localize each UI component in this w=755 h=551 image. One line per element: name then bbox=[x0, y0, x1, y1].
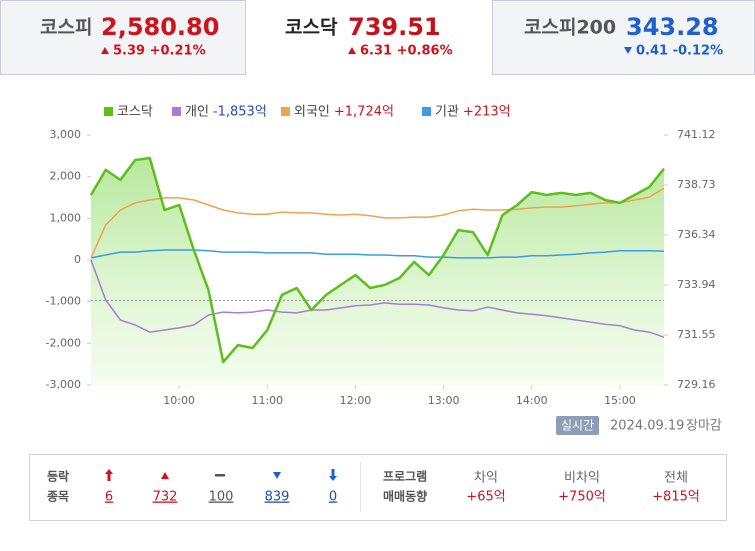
legend-value: +1,724억 bbox=[334, 105, 394, 120]
tab-value: 739.51 bbox=[348, 13, 441, 41]
tab-change: 0.41 -0.12% bbox=[636, 44, 723, 59]
y-tick-label: -1,000 bbox=[46, 295, 81, 308]
tab-change: 6.31 +0.86% bbox=[360, 44, 453, 59]
x-tick-label: 14:00 bbox=[516, 394, 548, 407]
y2-tick-label: 733.94 bbox=[677, 278, 716, 291]
limit-down-icon bbox=[329, 469, 337, 481]
breadth-values: 6 732 100 839 0 bbox=[105, 490, 337, 505]
tab-bg-active[interactable] bbox=[245, 0, 493, 75]
y-tick-label: -2,000 bbox=[46, 336, 81, 349]
summary-box bbox=[29, 454, 727, 521]
program-label: 프로그램 bbox=[383, 469, 427, 484]
tab-value: 2,580.80 bbox=[101, 13, 219, 41]
y2-tick-label: 729.16 bbox=[677, 378, 716, 391]
program-value: +65억 bbox=[466, 490, 505, 505]
line bbox=[90, 259, 665, 338]
breadth-value: 100 bbox=[209, 490, 234, 505]
tab-name: 코스피 bbox=[40, 17, 92, 39]
tab-bg[interactable] bbox=[0, 0, 246, 75]
breadth-label: 종목 bbox=[47, 490, 69, 504]
status-date: 2024.09.19 bbox=[610, 419, 684, 434]
breadth-value: 6 bbox=[105, 490, 113, 505]
legend-swatch bbox=[281, 107, 290, 116]
breadth-value: 0 bbox=[329, 490, 337, 505]
y-tick-label: 3,000 bbox=[50, 128, 82, 141]
y2-tick-label: 731.55 bbox=[677, 328, 716, 341]
program-value: +815억 bbox=[652, 490, 700, 505]
program-name: 비차익 bbox=[564, 471, 600, 486]
y-tick-label: 0 bbox=[74, 253, 81, 266]
badge-text: 실시간 bbox=[561, 419, 594, 433]
legend-label: 개인 bbox=[185, 105, 209, 120]
tab-value: 343.28 bbox=[626, 13, 719, 41]
line bbox=[90, 249, 665, 259]
program-values: 차익 +65억 비차익 +750억 전체 +815억 bbox=[466, 471, 700, 505]
down-arrow bbox=[624, 47, 632, 54]
y-tick-label: 2,000 bbox=[50, 170, 82, 183]
y2-tick-label: 738.73 bbox=[677, 178, 716, 191]
up-icon bbox=[161, 472, 169, 479]
y-tick-label: -3,000 bbox=[46, 378, 81, 391]
legend-value: +213억 bbox=[463, 105, 511, 120]
up-arrow bbox=[101, 47, 109, 54]
area bbox=[91, 158, 664, 385]
line bbox=[90, 187, 665, 259]
tab-name: 코스닥 bbox=[285, 17, 338, 39]
up-arrow bbox=[348, 47, 356, 54]
breadth-value: 732 bbox=[153, 490, 178, 505]
y2-tick-label: 741.12 bbox=[677, 128, 716, 141]
flat-icon bbox=[215, 474, 225, 477]
program-name: 차익 bbox=[474, 471, 498, 486]
limit-up-icon bbox=[105, 469, 113, 481]
program-name: 전체 bbox=[664, 471, 688, 486]
line bbox=[89, 156, 665, 364]
x-tick-label: 15:00 bbox=[604, 394, 636, 407]
y2-tick-label: 736.34 bbox=[677, 228, 716, 241]
tab-name: 코스피200 bbox=[524, 17, 616, 39]
down-icon bbox=[273, 472, 281, 479]
legend-label: 기관 bbox=[435, 105, 459, 120]
x-tick-label: 10:00 bbox=[163, 394, 195, 407]
legend-swatch bbox=[172, 107, 181, 116]
x-tick-label: 12:00 bbox=[340, 394, 372, 407]
x-tick-label: 11:00 bbox=[251, 394, 283, 407]
tab-change: 5.39 +0.21% bbox=[113, 44, 206, 59]
breadth-label: 등락 bbox=[47, 470, 69, 484]
program-label: 매매동향 bbox=[383, 489, 427, 504]
chart: -3,000 -2,000 -1,000 0 1,000 2,000 3,000 729.16… bbox=[46, 105, 716, 408]
program-value: +750억 bbox=[558, 490, 606, 505]
breadth-value: 839 bbox=[265, 490, 290, 505]
tab-bg[interactable] bbox=[492, 0, 755, 75]
legend-label: 코스닥 bbox=[117, 105, 153, 120]
realtime-badge bbox=[556, 416, 599, 435]
y-tick-label: 1,000 bbox=[50, 211, 82, 224]
legend-swatch bbox=[422, 107, 431, 116]
legend-swatch bbox=[104, 107, 113, 116]
x-tick-label: 13:00 bbox=[428, 394, 460, 407]
legend-value: -1,853억 bbox=[213, 105, 267, 120]
legend-label: 외국인 bbox=[294, 105, 330, 120]
status-state: 장마감 bbox=[686, 419, 722, 434]
